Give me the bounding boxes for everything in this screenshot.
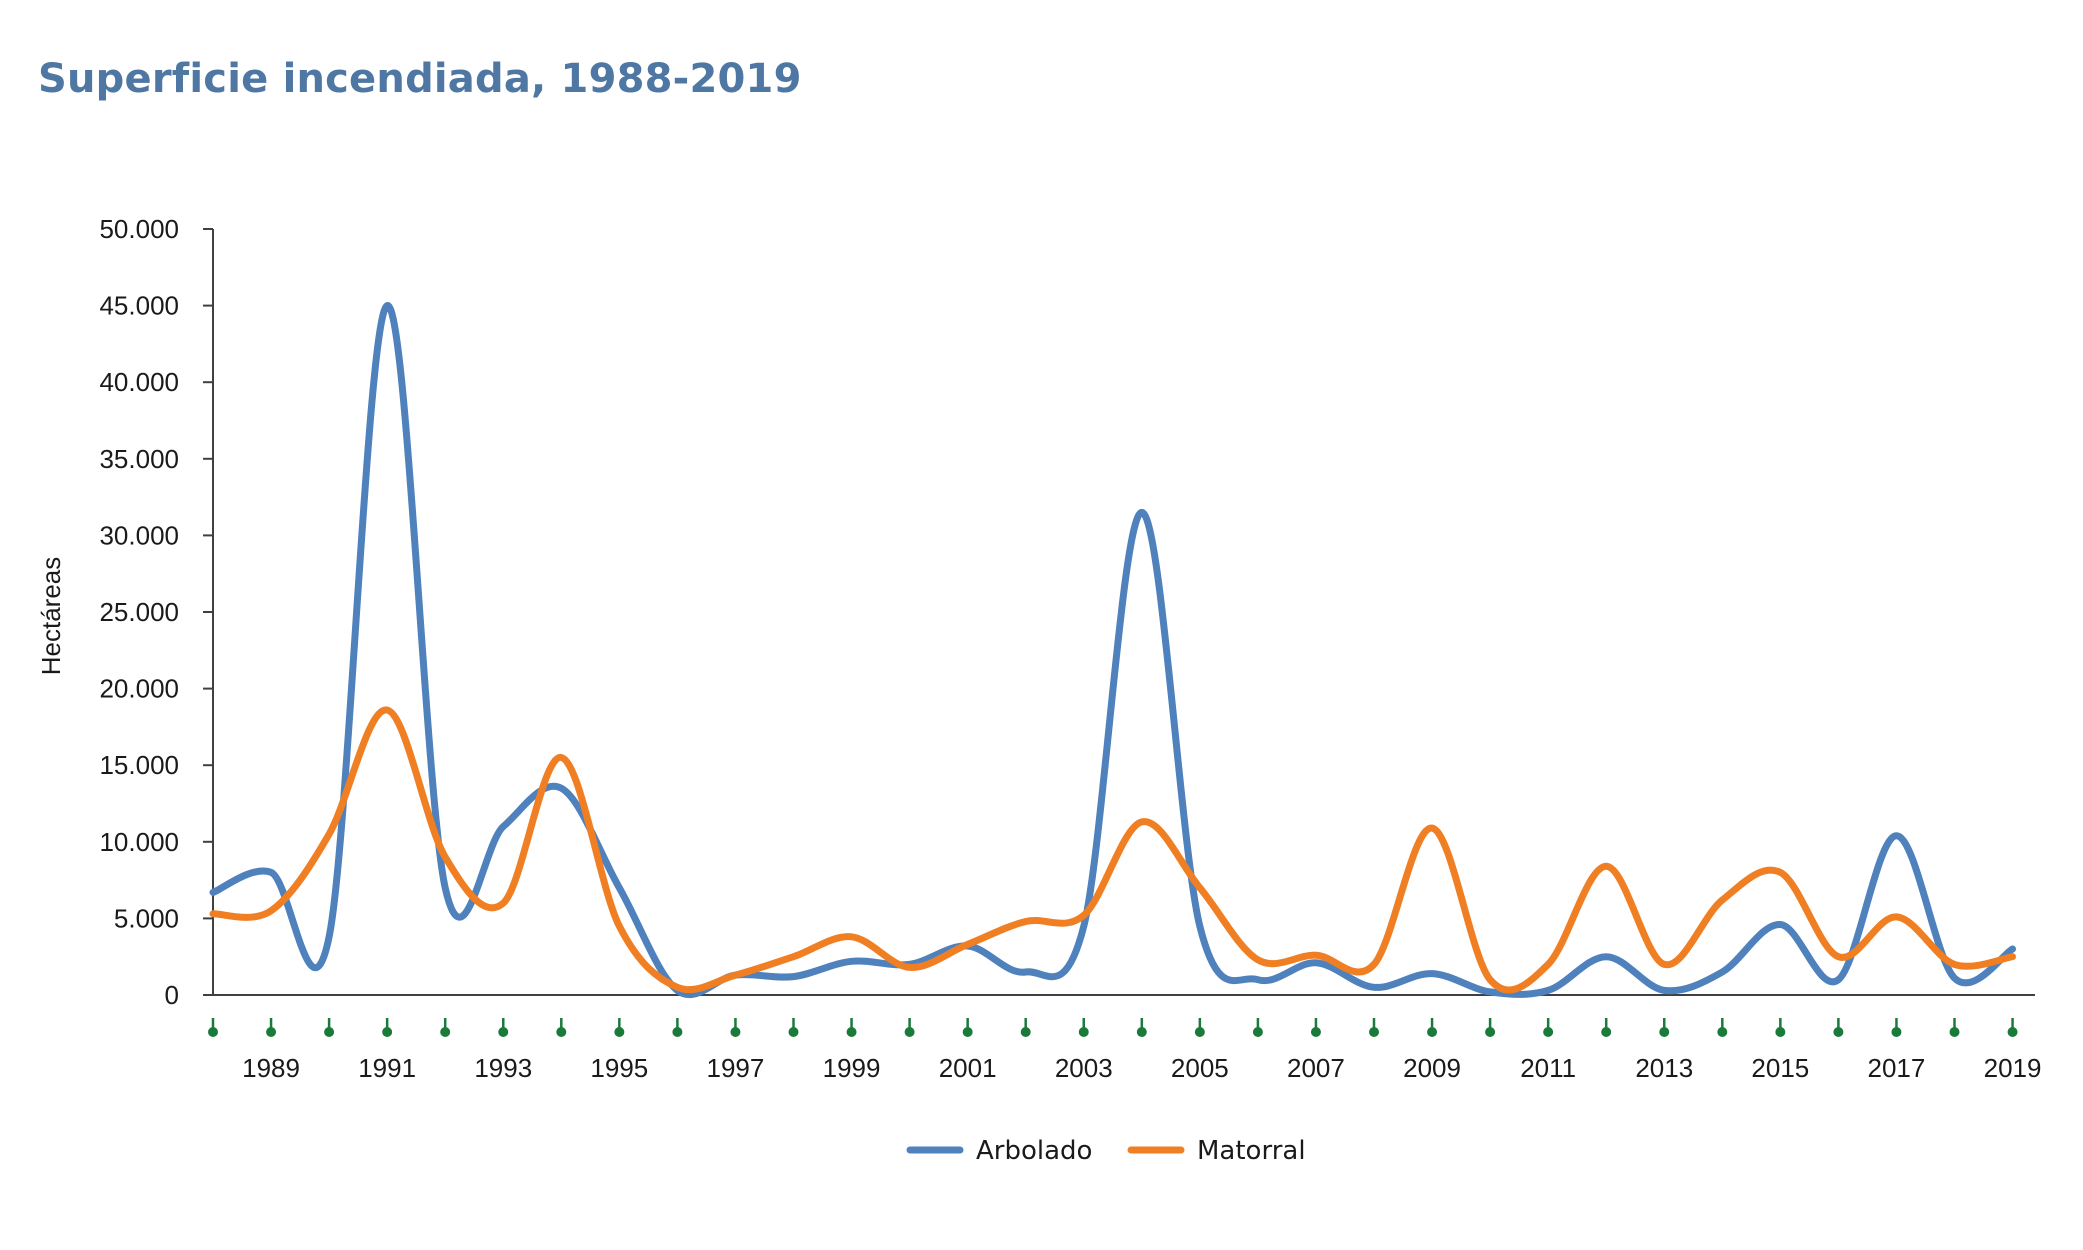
x-tick-label: 2015 [1751,1053,1809,1083]
x-tick-dot [1078,1027,1089,1037]
x-tick-label: 2005 [1171,1053,1229,1083]
x-tick-dot [440,1027,451,1037]
x-tick-label: 2003 [1055,1053,1113,1083]
y-tick-label: 20.000 [99,674,179,704]
x-tick-dot [614,1027,625,1037]
x-tick-label: 1999 [823,1053,881,1083]
x-tick-dot [1194,1027,1205,1037]
chart-title: Superficie incendiada, 1988-2019 [38,56,802,102]
x-tick-dot [1659,1027,1670,1037]
x-tick-dot [1252,1027,1263,1037]
x-tick-label: 2011 [1520,1053,1576,1083]
x-tick-dot [1485,1027,1496,1037]
x-tick-dot [1949,1027,1960,1037]
x-tick-dot [208,1027,218,1037]
x-tick-dot [1310,1027,1321,1037]
y-axis-title: Hectáreas [36,557,66,676]
x-tick-label: 1989 [242,1053,300,1083]
x-tick-dot [846,1027,857,1037]
x-tick-dot [324,1027,335,1037]
x-tick-dot [730,1027,741,1037]
y-tick-label: 45.000 [99,291,179,321]
x-tick-dot [1891,1027,1902,1037]
legend: Arbolado Matorral [906,1136,1306,1166]
y-tick-label: 5.000 [114,903,179,933]
y-tick-label: 25.000 [99,597,179,627]
x-tick-dot [2007,1027,2018,1037]
x-tick-dot [1717,1027,1728,1037]
series-line-arbolado [209,302,2016,999]
legend-label-arbolado: Arbolado [976,1136,1092,1166]
x-tick-dot [382,1027,393,1037]
x-tick-label: 1993 [474,1053,532,1083]
x-tick-dot [672,1027,683,1037]
x-tick-dot [556,1027,567,1037]
x-tick-dot [1543,1027,1554,1037]
y-tick-label: 10.000 [99,827,179,857]
x-tick-label: 2009 [1403,1053,1461,1083]
y-tick-label: 15.000 [99,750,179,780]
x-tick-dot [498,1027,509,1037]
x-tick-label: 2017 [1868,1053,1926,1083]
y-tick-label: 35.000 [99,444,179,474]
y-tick-label: 50.000 [99,214,179,244]
x-tick-label: 2001 [939,1053,997,1083]
series-line-matorral [209,706,2016,994]
y-tick-label: 30.000 [99,520,179,550]
x-tick-dot [1427,1027,1438,1037]
x-tick-dot [1601,1027,1612,1037]
legend-label-matorral: Matorral [1197,1136,1306,1166]
y-axis: 0 5.000 10.000 15.000 20.000 25.000 30.000 35.0… [99,214,214,1010]
x-tick-dot [962,1027,973,1037]
x-tick-label: 2013 [1635,1053,1693,1083]
series-layer [209,302,2016,999]
x-tick-dot [266,1027,277,1037]
x-tick-dot [788,1027,799,1037]
x-tick-label: 1991 [358,1053,416,1083]
x-tick-label: 2007 [1287,1053,1345,1083]
x-tick-dot [1020,1027,1031,1037]
y-tick-label: 0 [165,980,179,1010]
x-tick-dot [904,1027,915,1037]
x-tick-dot [1833,1027,1844,1037]
x-tick-dot [1136,1027,1147,1037]
x-axis: 1989 1991 1993 1995 1997 1999 2001 2003 2005 2007… [208,994,2042,1083]
x-tick-label: 1995 [590,1053,648,1083]
x-tick-dot [1775,1027,1786,1037]
x-tick-label: 2019 [1984,1053,2042,1083]
x-tick-dot [1369,1027,1379,1037]
y-tick-label: 40.000 [99,367,179,397]
x-tick-label: 1997 [707,1053,765,1083]
